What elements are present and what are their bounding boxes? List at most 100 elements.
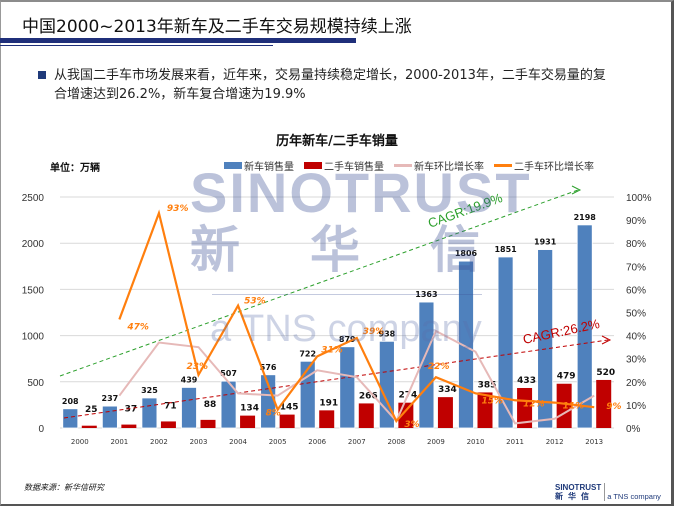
y-left-tick-label: 1000	[22, 332, 45, 343]
bar-used-car	[358, 403, 374, 428]
used-growth-label: 9%	[606, 402, 621, 412]
watermark-divider	[212, 294, 482, 295]
legend-item-new-growth: 新车环比增长率	[394, 158, 484, 173]
y-right-tick-label: 0%	[626, 424, 641, 435]
line-new-car-growth	[118, 329, 595, 425]
trendline-new-car-label: CAGR:19.9%	[426, 190, 505, 231]
bar-used-car-label: 266	[359, 391, 378, 401]
bar-used-car	[319, 410, 335, 428]
bar-new-car	[576, 224, 593, 429]
bar-new-car-label: 1363	[415, 290, 437, 299]
bar-new-car	[299, 360, 316, 429]
legend-item-new-sales: 新车销售量	[224, 158, 294, 173]
x-tick-label: 2010	[467, 438, 485, 446]
bar-new-car	[101, 405, 118, 429]
bar-new-car-label: 722	[299, 349, 316, 358]
used-growth-label: 23%	[187, 362, 209, 372]
bar-used-car-label: 433	[517, 376, 536, 386]
x-tick-label: 2009	[427, 438, 445, 446]
legend-label: 新车销售量	[244, 162, 294, 173]
bar-used-car-label: 520	[596, 368, 615, 378]
bar-new-car	[62, 408, 79, 429]
bar-used-car	[437, 397, 453, 428]
legend-swatch	[304, 162, 322, 169]
used-growth-label: 3%	[404, 420, 419, 430]
bar-used-car	[81, 425, 97, 428]
used-growth-label: 12%	[523, 399, 545, 409]
bar-used-car-label: 134	[240, 404, 259, 414]
bar-used-car	[517, 387, 533, 428]
bar-new-car-label: 2198	[574, 213, 597, 222]
x-tick-label: 2007	[348, 438, 366, 446]
data-source: 数据来源：新华信研究	[24, 483, 104, 492]
trendline-used-car	[63, 339, 609, 419]
y-left-tick-label: 2000	[22, 239, 45, 250]
used-growth-label: 11%	[563, 402, 585, 412]
bar-new-car-label: 1806	[455, 249, 478, 258]
logo-brand: SINOTRUST	[555, 483, 602, 492]
logo-chinese: 新华信	[555, 492, 594, 501]
bar-new-car	[339, 346, 356, 429]
bar-new-car	[181, 387, 197, 429]
x-tick-label: 2001	[110, 438, 128, 446]
y-left-tick-label: 0	[38, 424, 44, 435]
used-growth-label: 53%	[244, 297, 266, 307]
sinotrust-logo: SINOTRUST 新华信 a TNS company	[555, 483, 661, 501]
x-tick-label: 2011	[506, 438, 524, 446]
bar-new-car	[497, 256, 514, 429]
legend-item-used-growth: 二手车环比增长率	[494, 158, 594, 173]
used-growth-label: 39%	[363, 327, 385, 337]
bar-new-car	[458, 260, 474, 429]
y-right-tick-label: 30%	[626, 355, 646, 366]
trendline-new-car-arrow	[571, 185, 582, 195]
bar-used-car-label: 479	[557, 372, 576, 382]
x-tick-label: 2004	[229, 438, 247, 446]
slide-title: 中国2000~2013年新车及二手车交易规模持续上涨	[22, 17, 412, 37]
y-right-tick-label: 50%	[626, 309, 646, 320]
x-tick-label: 2012	[546, 438, 564, 446]
bar-used-car-label: 71	[164, 401, 177, 411]
bar-new-car	[537, 249, 554, 429]
x-tick-label: 2003	[190, 438, 208, 446]
bar-used-car	[240, 415, 256, 428]
logo-tagline: a TNS company	[607, 492, 661, 501]
x-tick-label: 2006	[308, 438, 326, 446]
x-tick-label: 2008	[387, 438, 405, 446]
legend-swatch	[224, 162, 242, 169]
y-left-tick-label: 500	[27, 378, 44, 389]
x-tick-label: 2005	[269, 438, 287, 446]
bar-used-car-label: 25	[85, 405, 98, 415]
chart-legend: 新车销售量 二手车销售量 新车环比增长率 二手车环比增长率	[224, 158, 594, 173]
used-growth-label: 8%	[266, 409, 281, 419]
bar-used-car	[596, 379, 612, 428]
legend-item-used-sales: 二手车销售量	[304, 158, 384, 173]
summary-text: 从我国二手车市场发展来看，近年来，交易量持续稳定增长，2000-2013年，二手…	[54, 68, 606, 102]
unit-label: 单位：万辆	[50, 163, 100, 174]
bar-new-car-label: 439	[181, 375, 198, 384]
x-tick-label: 2000	[71, 438, 89, 446]
bar-new-car-label: 1851	[494, 245, 517, 254]
bar-used-car	[279, 414, 295, 428]
title-underline-thin	[0, 45, 273, 46]
bar-used-car	[121, 424, 137, 428]
bar-used-car-label: 88	[204, 400, 217, 410]
bar-new-car-label: 879	[339, 335, 356, 344]
bar-used-car-label: 37	[125, 405, 138, 415]
y-left-tick-label: 1500	[22, 285, 45, 296]
legend-label: 二手车环比增长率	[514, 162, 594, 173]
bar-used-car	[160, 421, 176, 428]
legend-label: 新车环比增长率	[414, 162, 484, 173]
bar-used-car-label: 385	[478, 380, 497, 390]
trendline-new-car	[59, 189, 579, 377]
y-right-tick-label: 10%	[626, 401, 646, 412]
bar-new-car-label: 325	[141, 386, 158, 395]
bar-new-car-label: 576	[260, 363, 277, 372]
bar-used-car-label: 334	[438, 385, 457, 395]
x-tick-label: 2002	[150, 438, 168, 446]
bar-used-car	[477, 392, 493, 428]
bar-new-car-label: 237	[102, 394, 119, 403]
y-right-tick-label: 100%	[626, 193, 652, 204]
bar-new-car	[141, 397, 158, 429]
